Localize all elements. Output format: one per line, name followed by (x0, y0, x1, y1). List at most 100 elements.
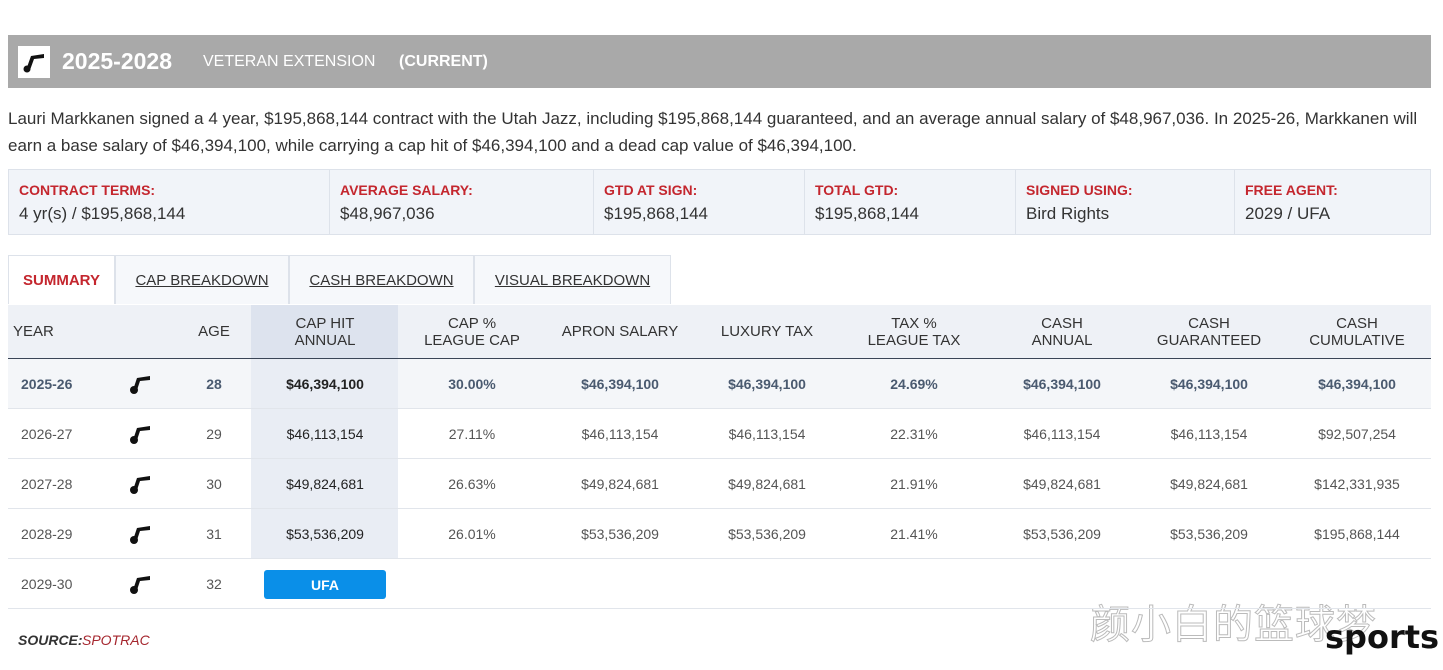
table-row (8, 559, 1431, 609)
table-row (8, 359, 1431, 409)
column-header: CASH ANNUAL (982, 305, 1142, 358)
cap-hit-column-head (251, 305, 398, 358)
column-header: CAP HIT ANNUAL (245, 305, 405, 358)
row-highlight (8, 359, 1431, 409)
term: AVERAGE SALARY: $48,967,036 (340, 182, 473, 224)
table-cell: $46,394,100 (581, 376, 659, 392)
column-header: CASH CUMULATIVE (1277, 305, 1437, 358)
tab[interactable]: CASH BREAKDOWN (289, 255, 474, 304)
team-logo (127, 522, 153, 546)
column-header-line: AGE (198, 323, 230, 340)
contract-header (8, 35, 1431, 88)
column-header-line: TAX % (891, 314, 937, 332)
table-cell: 26.63% (448, 476, 496, 492)
column-header-line: CASH (1041, 314, 1083, 332)
table-cell: 29 (206, 426, 222, 442)
table-cell: $53,536,209 (728, 526, 806, 542)
term-value: $195,868,144 (604, 204, 708, 223)
term-value: Bird Rights (1026, 204, 1110, 223)
table-cell: $49,824,681 (1023, 476, 1101, 492)
cap-hit-column (251, 359, 398, 559)
term-label: GTD AT SIGN: (604, 182, 698, 198)
column-header-line: LUXURY TAX (720, 323, 814, 340)
table-cell: $195,868,144 (1314, 526, 1400, 542)
term: SIGNED USING: Bird Rights (1026, 182, 1133, 224)
watermark-text: 颜小白的篮球梦 (1090, 602, 1377, 649)
term: GTD AT SIGN: $195,868,144 (604, 182, 708, 224)
team-logo (127, 572, 153, 596)
column-header-line: LEAGUE TAX (867, 331, 961, 349)
term-label: SIGNED USING: (1026, 182, 1133, 198)
terms-divider (804, 170, 805, 234)
column-header-line: CUMULATIVE (1309, 331, 1405, 349)
table-cell: 21.91% (890, 476, 938, 492)
table-cell: $49,824,681 (728, 476, 806, 492)
term-label: FREE AGENT: (1245, 182, 1338, 198)
column-header-line: ANNUAL (294, 331, 356, 349)
table-row (8, 509, 1431, 559)
contract-status: (CURRENT) (399, 53, 488, 70)
column-header-line: LEAGUE CAP (424, 331, 520, 349)
tab[interactable]: CAP BREAKDOWN (115, 255, 289, 304)
table-cell: 24.69% (890, 376, 938, 392)
table-cell: 22.31% (890, 426, 938, 442)
table-cell: 30 (206, 476, 222, 492)
term-label: TOTAL GTD: (815, 182, 899, 198)
table-cell: 26.01% (448, 526, 496, 542)
table-cell: $46,394,100 (1023, 376, 1101, 392)
terms-divider (593, 170, 594, 234)
watermark-brand: sports (1325, 618, 1440, 656)
table-cell: $46,394,100 (1318, 376, 1396, 392)
column-header-line: CASH (1188, 314, 1230, 332)
terms-divider (1234, 170, 1235, 234)
table-cell: $46,113,154 (728, 426, 806, 442)
column-header-line: GUARANTEED (1156, 331, 1262, 349)
table-cell: 2029-30 (21, 576, 73, 592)
term-value: $195,868,144 (815, 204, 919, 223)
team-logo (127, 472, 153, 496)
ufa-badge: UFA (264, 570, 386, 599)
term: CONTRACT TERMS: 4 yr(s) / $195,868,144 (19, 182, 185, 224)
column-header: LUXURY TAX (687, 305, 847, 358)
column-header-line: ANNUAL (1031, 331, 1093, 349)
table-cell: $46,113,154 (1170, 426, 1248, 442)
table-cell: 27.11% (448, 426, 496, 442)
team-logo (127, 422, 153, 446)
table-cell: $92,507,254 (1318, 426, 1396, 442)
table-cell: $46,113,154 (286, 426, 364, 442)
table-cell: $53,536,209 (1023, 526, 1101, 542)
table-cell: $53,536,209 (581, 526, 659, 542)
term-label: AVERAGE SALARY: (340, 182, 473, 198)
column-header-line: CAP HIT (295, 314, 355, 332)
table-cell: $49,824,681 (286, 476, 364, 492)
source-label: SOURCE: (18, 632, 83, 648)
tab[interactable]: SUMMARY (8, 255, 115, 304)
terms-box (8, 169, 1431, 235)
table-cell: $46,394,100 (286, 376, 364, 392)
column-header: AGE (134, 305, 294, 358)
term-label: CONTRACT TERMS: (19, 182, 156, 198)
term: FREE AGENT: 2029 / UFA (1245, 182, 1338, 224)
table-cell: 2025-26 (21, 376, 73, 392)
tab[interactable]: VISUAL BREAKDOWN (474, 255, 671, 304)
column-header: YEAR (13, 305, 54, 358)
table-cell: 2028-29 (21, 526, 73, 542)
table-cell: 2026-27 (21, 426, 73, 442)
contract-description: Lauri Markkanen signed a 4 year, $195,86… (8, 109, 1418, 155)
table-cell: 32 (206, 576, 222, 592)
column-header-line: YEAR (13, 323, 54, 340)
table-row (8, 459, 1431, 509)
table-cell: $46,113,154 (581, 426, 659, 442)
column-header: APRON SALARY (540, 305, 700, 358)
source-link[interactable]: SPOTRAC (82, 632, 150, 648)
column-header: CAP % LEAGUE CAP (392, 305, 552, 358)
table-cell: $142,331,935 (1314, 476, 1400, 492)
term: TOTAL GTD: $195,868,144 (815, 182, 919, 224)
table-cell: 2027-28 (21, 476, 73, 492)
table-cell: 28 (206, 376, 222, 392)
term-value: 2029 / UFA (1245, 204, 1331, 223)
contract-years: 2025-2028 (62, 48, 172, 74)
column-header: CASH GUARANTEED (1129, 305, 1289, 358)
table-cell: 31 (206, 526, 222, 542)
